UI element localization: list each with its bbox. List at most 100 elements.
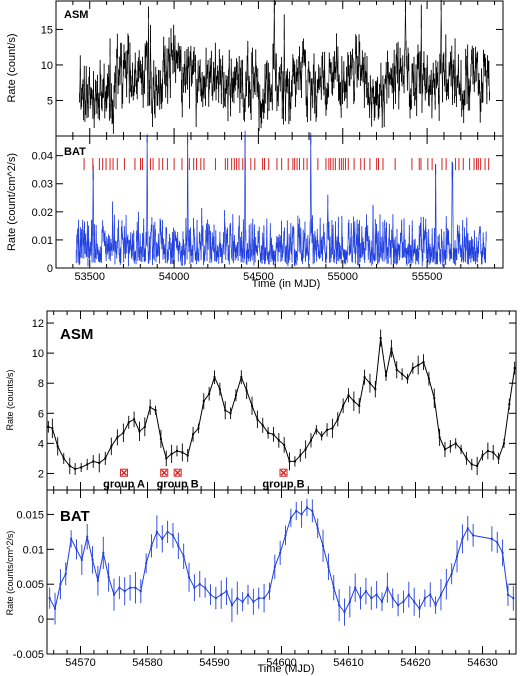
y-tick-label: -0.005 [13,649,44,661]
asm-long-term-panel: 5 10 15 [41,0,504,137]
asm-data-point [202,400,205,403]
bat-data-point [150,544,153,547]
bat-data-point [80,558,83,561]
bat-data-point [445,583,448,586]
bat-zoom-panel-label: BAT [60,508,90,525]
y-tick-label: 12 [32,318,44,330]
asm-data-point [251,404,254,407]
asm-data-point [104,457,107,460]
x-tick-label: 54580 [132,657,163,669]
asm-data-point [379,337,382,340]
asm-zoom-panel: group A group B group B 2 4 6 8 10 12 [32,310,517,491]
y-tick-label: 10 [41,60,53,72]
bat-data-point [466,527,469,530]
group-label: group A [103,479,145,491]
bat-light-curve-line [75,138,487,260]
asm-data-point [122,431,125,434]
asm-panel-label: ASM [64,9,88,21]
y-tick-label: 0.01 [23,544,44,556]
asm-data-point [358,404,361,407]
asm-data-point [98,461,101,464]
asm-light-curve-line [79,3,490,124]
asm-data-point [336,418,339,421]
y-tick-label: 6 [38,408,44,420]
bat-data-point [241,600,244,603]
asm-data-point [293,460,296,463]
bat-data-point [118,586,121,589]
bat-data-point [359,597,362,600]
bat-data-point [295,509,298,512]
bat-data-point [64,572,67,575]
asm-data-point [110,445,113,448]
bat-data-point [423,597,426,600]
bat-data-point [188,576,191,579]
bat-data-point [145,562,148,565]
y-tick-label: 0.01 [32,235,53,247]
asm-data-point [385,374,388,377]
x-tick-label: 55500 [412,271,443,283]
bat-data-point [268,590,271,593]
asm-data-point [208,392,211,395]
bat-data-point [370,597,373,600]
bat-data-point [247,593,249,596]
plot-area [47,311,516,490]
asm-data-point [47,425,50,428]
y-tick-label: 0 [38,614,44,626]
bat-data-point [354,586,357,589]
bat-data-point [461,537,464,540]
bat-data-point [386,586,389,589]
bat-data-point [273,565,276,568]
asm-data-point [68,464,71,467]
x-tick-label: 54570 [65,657,96,669]
asm-data-point [175,449,178,452]
bat-data-point [402,600,405,603]
bat-data-point [439,593,442,596]
y-tick-label: 10 [32,348,44,360]
asm-data-point [417,364,420,367]
asm-data-point [149,406,152,409]
bat-data-point [59,583,62,586]
asm-data-point [422,361,425,364]
bat-data-point [501,551,504,554]
bat-data-point [381,600,383,603]
bat-data-point [134,586,137,589]
asm-data-point [86,463,89,466]
bat-data-point [129,586,132,589]
asm-data-point [342,404,345,407]
bat-data-point [332,586,335,589]
asm-data-point [159,437,162,440]
asm-data-point [331,427,334,430]
bat-long-term-panel: 0 0.01 0.02 0.03 0.04 53500 54000 54500 55000 555… [32,130,504,283]
bat-data-point [166,530,169,533]
x-tick-label: 54500 [243,271,274,283]
bat-data-point [434,604,437,607]
bat-data-point [348,600,351,603]
bat-data-point [171,534,174,537]
asm-data-point [326,428,329,431]
y-tick-label: 2 [38,468,44,480]
asm-data-point [352,400,355,403]
bat-data-point [512,597,515,600]
y-tick-label: 0.02 [32,207,53,219]
bat-data-point [107,576,110,579]
bat-data-point [252,600,255,603]
asm-data-point [438,436,441,439]
bat-y-axis-label: Rate (count/cm^2/s) [6,153,18,251]
asm-data-point [213,376,216,379]
group-label: group B [157,479,199,491]
asm-data-point [165,457,168,460]
bat-zoom-panel: -0.005 0 0.005 0.01 0.015 54570 54580 54590 5460… [13,489,517,669]
asm-data-point [320,434,323,437]
bat-data-point [289,516,292,519]
asm-data-point [256,418,259,421]
bat-data-point [311,509,314,512]
y-tick-label: 4 [38,438,44,450]
asm-data-point [138,430,141,433]
bat-data-point [397,604,400,607]
bat-data-point [209,593,212,596]
asm-data-point [240,376,243,379]
asm-data-point [80,466,83,469]
asm-data-point [127,421,130,424]
bat-data-point [300,513,303,516]
bat-data-point [496,541,499,544]
